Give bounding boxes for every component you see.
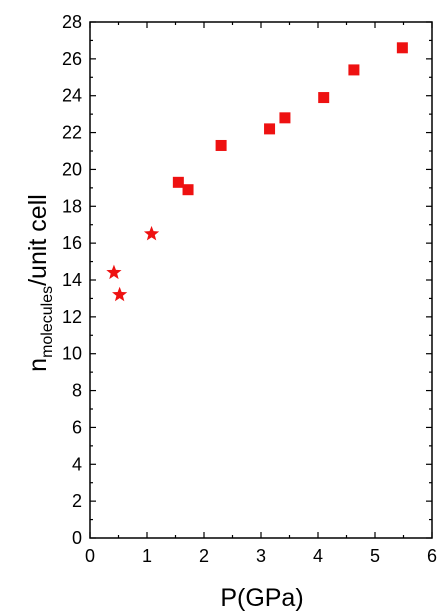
square-point (348, 64, 360, 76)
square-point (215, 139, 227, 151)
square-point (279, 112, 291, 124)
x-tick-labels: 0 1 2 3 4 5 6 (85, 546, 437, 566)
x-tick-label: 5 (370, 546, 380, 566)
star-point (112, 286, 128, 302)
data-points (106, 42, 408, 302)
y-tick-label: 24 (62, 86, 82, 106)
y-axis-title-subscript: molecules (39, 286, 56, 358)
plot-border (89, 21, 433, 539)
y-axis-title: nmolecules/unit cell (24, 194, 56, 372)
x-tick-label: 6 (427, 546, 437, 566)
y-tick-label: 20 (62, 159, 82, 179)
y-tick-label: 12 (62, 307, 82, 327)
x-tick-label: 2 (199, 546, 209, 566)
axis-ticks (89, 21, 433, 539)
star-point (106, 264, 122, 280)
y-tick-label: 10 (62, 344, 82, 364)
y-tick-label: 28 (62, 12, 82, 32)
square-point (172, 176, 184, 188)
y-tick-label: 22 (62, 123, 82, 143)
y-tick-label: 0 (72, 528, 82, 548)
y-tick-label: 18 (62, 196, 82, 216)
x-axis-title: P(GPa) (220, 584, 303, 612)
square-point (264, 123, 276, 135)
y-tick-label: 14 (62, 270, 82, 290)
x-tick-label: 4 (313, 546, 323, 566)
y-tick-label: 4 (72, 454, 82, 474)
y-axis-title-rest: /unit cell (24, 194, 52, 286)
square-point (396, 42, 408, 54)
y-tick-label: 6 (72, 417, 82, 437)
x-tick-label: 1 (142, 546, 152, 566)
x-tick-label: 3 (256, 546, 266, 566)
star-point (143, 225, 160, 241)
y-tick-label: 16 (62, 233, 82, 253)
plot-frame (89, 21, 433, 539)
y-tick-label: 2 (72, 491, 82, 511)
y-tick-label: 26 (62, 49, 82, 69)
x-tick-label: 0 (85, 546, 95, 566)
y-tick-label: 8 (72, 381, 82, 401)
square-point (318, 92, 330, 104)
square-point (182, 184, 194, 196)
y-axis-title-main: n (24, 358, 52, 372)
